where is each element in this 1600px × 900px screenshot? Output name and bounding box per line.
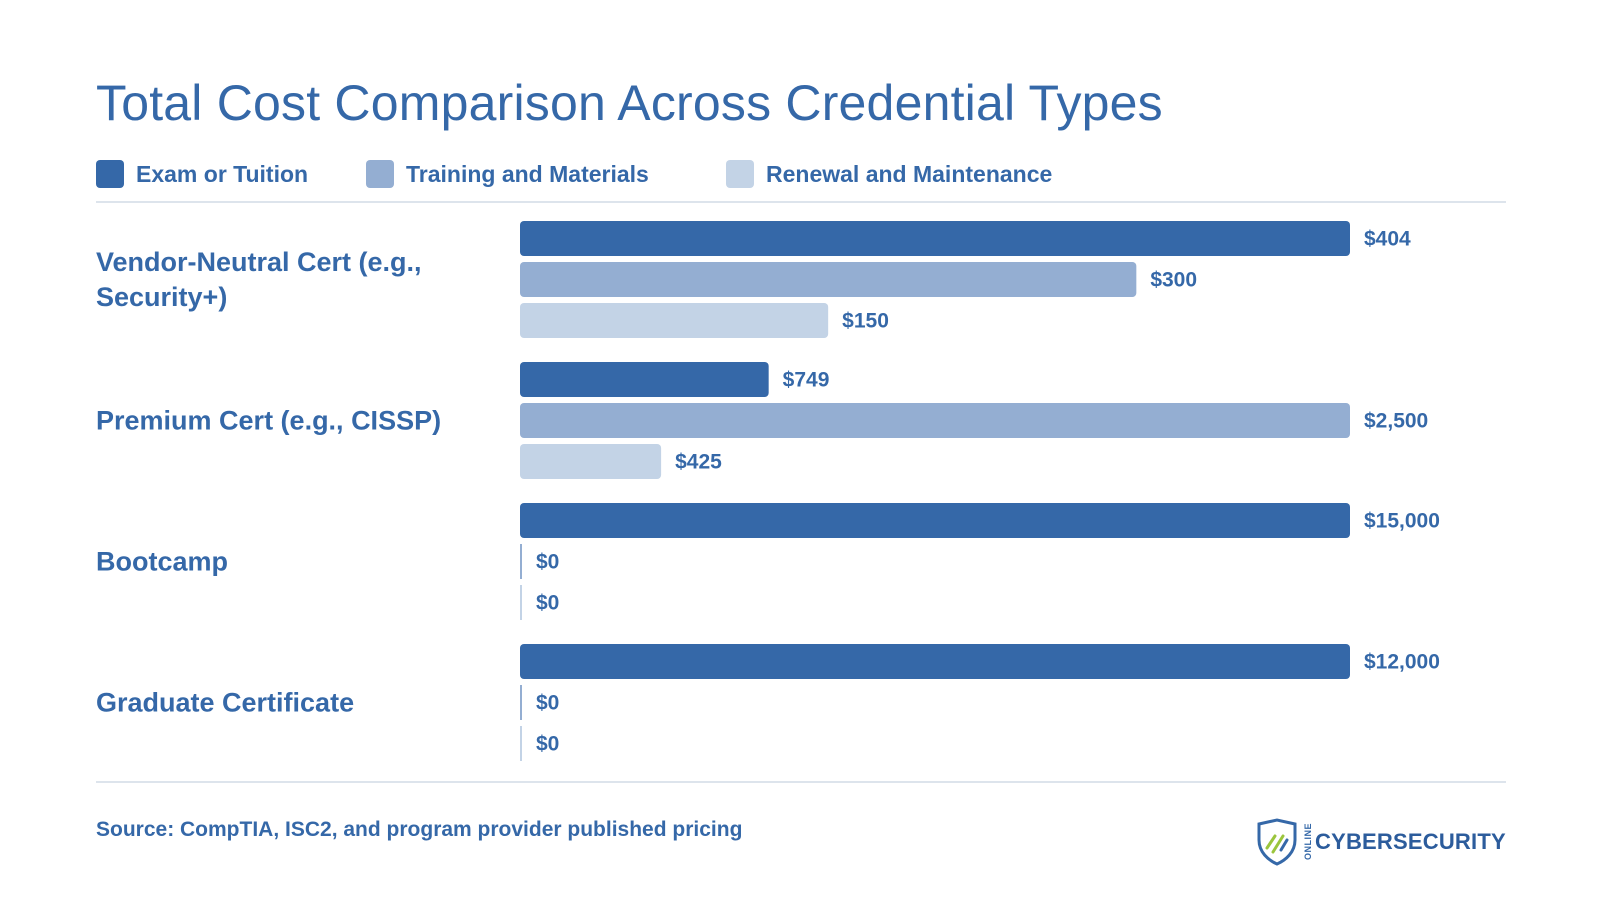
shield-logo-icon — [1257, 818, 1297, 866]
source-note: Source: CompTIA, ISC2, and program provi… — [96, 818, 743, 841]
bar — [520, 221, 1350, 256]
bar — [520, 644, 1350, 679]
data-label: $425 — [675, 451, 722, 474]
data-label: $150 — [842, 310, 889, 333]
category-label: Bootcamp — [96, 547, 228, 577]
data-label: $0 — [536, 733, 559, 756]
legend-swatch-exam — [96, 160, 124, 188]
category-label: Premium Cert (e.g., CISSP) — [96, 406, 441, 436]
legend-item-training: Training and Materials — [366, 160, 649, 188]
bar — [520, 403, 1350, 438]
data-label: $0 — [536, 551, 559, 574]
chart-title: Total Cost Comparison Across Credential … — [96, 75, 1163, 131]
data-label: $12,000 — [1364, 651, 1440, 674]
bar — [520, 685, 522, 720]
bar — [520, 444, 662, 479]
bottom-divider — [96, 781, 1506, 783]
data-label: $300 — [1150, 269, 1197, 292]
legend-swatch-training — [366, 160, 394, 188]
legend-item-renewal: Renewal and Maintenance — [726, 160, 1052, 188]
data-label: $0 — [536, 692, 559, 715]
bar — [520, 362, 769, 397]
legend-item-exam: Exam or Tuition — [96, 160, 308, 188]
data-label: $0 — [536, 592, 559, 615]
data-label: $2,500 — [1364, 410, 1428, 433]
legend-label-renewal: Renewal and Maintenance — [766, 160, 1053, 187]
category-label: Vendor-Neutral Cert (e.g., Security+) — [96, 247, 422, 312]
legend-swatch-renewal — [726, 160, 754, 188]
bar — [520, 262, 1137, 297]
legend-label-training: Training and Materials — [406, 160, 649, 187]
data-label: $15,000 — [1364, 510, 1440, 533]
logo-word: CYBERSECURITY — [1315, 829, 1506, 854]
legend-label-exam: Exam or Tuition — [136, 160, 309, 187]
bar — [520, 544, 522, 579]
logo-online-text: ONLINE — [1303, 823, 1313, 861]
data-label: $404 — [1364, 228, 1411, 251]
logo: ONLINE CYBERSECURITY — [1255, 818, 1506, 866]
bar — [520, 503, 1350, 538]
category-label: Graduate Certificate — [96, 688, 354, 718]
bar — [520, 303, 829, 338]
bar — [520, 726, 522, 761]
bar — [520, 585, 522, 620]
data-label: $749 — [783, 369, 830, 392]
top-divider — [96, 201, 1506, 203]
